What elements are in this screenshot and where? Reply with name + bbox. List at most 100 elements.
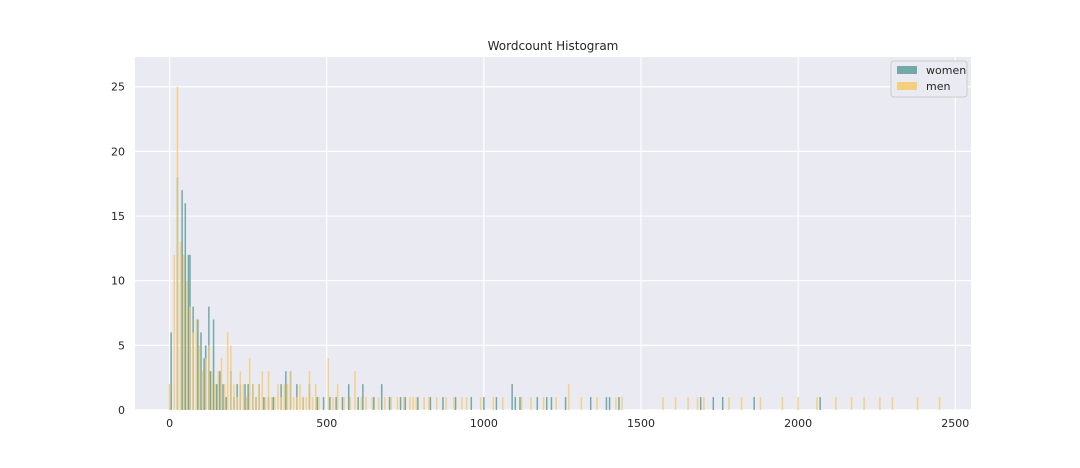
bar-men: [797, 397, 799, 410]
bar-men: [567, 384, 570, 410]
bar-men: [402, 397, 405, 410]
bar-men: [835, 397, 837, 410]
bar-women: [341, 397, 344, 410]
bar-men: [938, 397, 941, 410]
bar-men: [179, 241, 182, 410]
bar-men: [371, 397, 374, 410]
bar-men: [384, 397, 386, 410]
bar-women: [170, 332, 172, 410]
bar-women: [181, 190, 183, 410]
bar-men: [501, 397, 504, 410]
bar-men: [916, 397, 919, 410]
bar-men: [173, 254, 176, 410]
bar-men: [703, 397, 705, 410]
y-tick-label: 5: [118, 339, 125, 352]
bar-women: [495, 397, 498, 410]
bar-men: [555, 397, 557, 410]
bar-women: [712, 397, 715, 410]
bar-men: [492, 397, 495, 410]
bar-men: [318, 397, 320, 410]
bar-men: [336, 384, 339, 410]
bar-women: [550, 397, 553, 410]
bar-women: [618, 397, 620, 410]
bar-men: [230, 345, 232, 410]
bar-women: [442, 397, 444, 410]
bar-men: [236, 397, 238, 410]
legend-label-women: women: [926, 64, 966, 77]
bar-women: [280, 384, 282, 410]
bar-men: [740, 397, 743, 410]
bar-men: [435, 397, 438, 410]
bar-men: [465, 397, 468, 410]
bar-men: [423, 397, 425, 410]
bar-women: [285, 371, 287, 410]
bar-women: [511, 384, 513, 410]
bar-men: [189, 306, 191, 410]
legend: women men: [890, 60, 968, 98]
bar-men: [891, 397, 894, 410]
bar-women: [514, 397, 517, 410]
plot-area: [135, 57, 971, 410]
bar-women: [388, 397, 391, 410]
bar-women: [357, 397, 359, 410]
bar-men: [233, 384, 235, 410]
bar-men: [479, 397, 482, 410]
bar-men: [409, 397, 411, 410]
bar-women: [721, 397, 724, 410]
bar-women: [200, 332, 202, 410]
chart-title: Wordcount Histogram: [488, 39, 619, 53]
bar-men: [453, 397, 455, 410]
bar-men: [863, 397, 865, 410]
y-tick-label: 0: [118, 404, 125, 417]
legend-label-men: men: [926, 80, 950, 93]
bar-women: [429, 397, 432, 410]
bar-women: [417, 397, 419, 410]
bar-men: [261, 371, 264, 410]
bar-men: [674, 397, 677, 410]
bar-men: [258, 384, 260, 410]
bar-women: [589, 397, 592, 410]
y-tick-label: 25: [111, 81, 125, 94]
bar-women: [564, 397, 567, 410]
y-tick-label: 20: [111, 145, 125, 158]
bar-men: [816, 397, 818, 410]
bar-men: [390, 397, 392, 410]
bar-women: [699, 397, 702, 410]
bar-women: [362, 384, 364, 410]
bar-men: [242, 384, 245, 410]
bar-men: [223, 384, 226, 410]
bar-men: [201, 371, 204, 410]
bar-women: [753, 397, 755, 410]
bar-men: [280, 397, 282, 410]
bar-men: [195, 319, 198, 410]
legend-swatch-women: [897, 66, 917, 74]
bar-men: [542, 397, 545, 410]
bar-men: [198, 345, 201, 410]
bar-men: [305, 397, 308, 410]
bar-women: [219, 371, 221, 410]
bar-men: [377, 397, 380, 410]
bar-men: [662, 397, 664, 410]
bar-men: [283, 384, 286, 410]
x-axis-ticks: 0 500 1000 1500 2000 2500: [166, 417, 969, 430]
bar-women: [184, 203, 187, 410]
bar-men: [412, 397, 414, 410]
y-tick-label: 10: [111, 275, 125, 288]
bar-men: [396, 397, 399, 410]
bar-men: [289, 371, 292, 410]
bar-men: [520, 397, 523, 410]
bar-men: [415, 397, 418, 410]
bar-men: [270, 397, 273, 410]
bar-men: [204, 358, 207, 410]
bar-men: [314, 384, 317, 410]
bar-women: [483, 397, 485, 410]
bar-men: [530, 397, 532, 410]
bar-men: [615, 397, 617, 410]
bar-men: [299, 384, 301, 410]
bar-men: [292, 397, 295, 410]
bar-women: [236, 384, 238, 410]
bar-women: [225, 397, 227, 410]
bar-men: [267, 371, 270, 410]
bar-men: [621, 397, 623, 410]
